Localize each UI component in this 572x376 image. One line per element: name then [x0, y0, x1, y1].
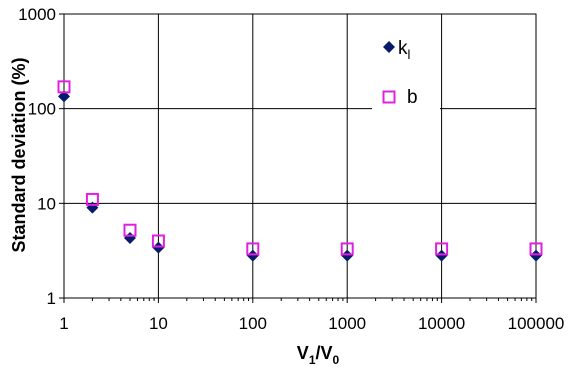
- y-tick-label: 100: [28, 100, 56, 119]
- legend-label-b: b: [407, 87, 418, 108]
- x-tick-label: 10000: [418, 314, 465, 333]
- point-series-1: [151, 234, 165, 248]
- x-tick-label: 100: [239, 314, 267, 333]
- legend-marker-kl: [383, 41, 395, 53]
- x-axis-title: V1/V0: [297, 343, 340, 367]
- y-tick-label: 10: [37, 194, 56, 213]
- legend: kl b: [372, 38, 440, 114]
- x-tick-label: 1: [59, 314, 68, 333]
- y-axis-ticks: 1 10 100 1000: [18, 5, 64, 308]
- legend-marker-b: [382, 90, 396, 104]
- point-series-0: [435, 249, 448, 262]
- plot-frame: [63, 13, 537, 299]
- point-series-1: [57, 80, 71, 94]
- point-series-0: [152, 241, 165, 254]
- y-axis-title: Standard deviation (%): [9, 57, 29, 252]
- y-tick-label: 1: [47, 289, 56, 308]
- point-series-0: [530, 249, 542, 262]
- point-series-1: [123, 223, 137, 237]
- point-series-1: [340, 242, 354, 256]
- point-series-0: [246, 249, 259, 262]
- point-series-1: [435, 242, 449, 256]
- point-series-1: [529, 242, 543, 256]
- y-tick-label: 1000: [18, 5, 56, 24]
- point-series-1: [246, 242, 260, 256]
- x-tick-label: 10: [149, 314, 168, 333]
- x-tick-label: 100000: [508, 314, 565, 333]
- x-axis-ticks: 1 10 100 1000 10000 100000: [59, 298, 564, 333]
- legend-label-kl: kl: [398, 38, 411, 62]
- point-series-0: [341, 249, 354, 262]
- x-tick-label: 1000: [328, 314, 366, 333]
- grid-lines: [63, 13, 537, 299]
- data-marks: [57, 80, 543, 262]
- legend-background: [372, 88, 440, 114]
- point-series-0: [123, 232, 136, 245]
- point-series-1: [85, 192, 99, 206]
